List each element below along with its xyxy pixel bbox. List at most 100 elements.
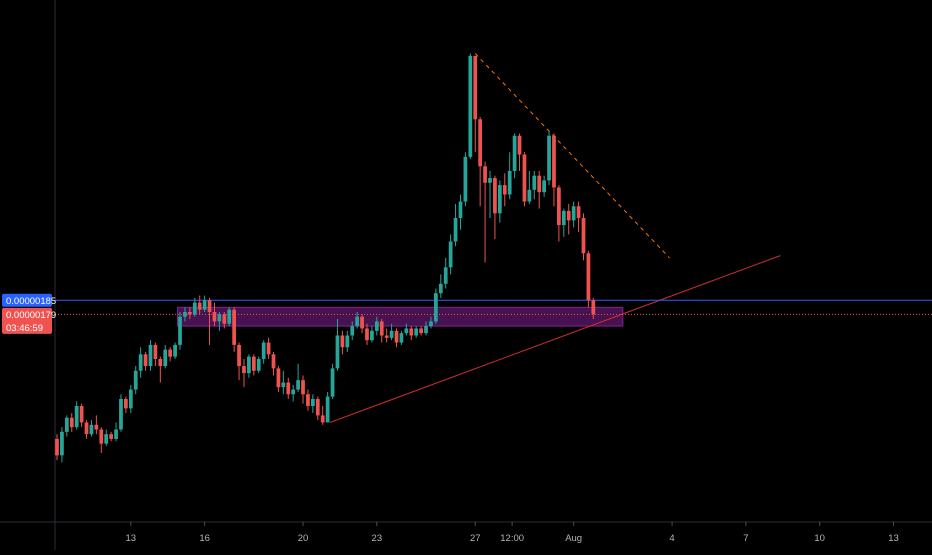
candle[interactable] [168, 347, 173, 362]
candle[interactable] [94, 415, 99, 435]
candle[interactable] [330, 363, 335, 399]
candle[interactable] [409, 326, 414, 341]
candle[interactable] [325, 391, 330, 423]
candle[interactable] [55, 434, 59, 461]
candle[interactable] [143, 351, 148, 371]
candle[interactable] [581, 213, 586, 261]
candle[interactable] [394, 328, 399, 348]
candle[interactable] [473, 55, 478, 153]
candle[interactable] [306, 389, 310, 411]
candle[interactable] [365, 323, 369, 345]
candle[interactable] [119, 394, 123, 432]
candle[interactable] [133, 366, 138, 395]
candle[interactable] [261, 340, 266, 364]
candle[interactable] [448, 234, 453, 275]
candle[interactable] [138, 347, 143, 378]
candle[interactable] [370, 326, 374, 343]
candle[interactable] [237, 342, 241, 381]
candle[interactable] [109, 431, 113, 442]
candle[interactable] [207, 297, 212, 345]
candle[interactable] [512, 133, 517, 179]
candle[interactable] [384, 328, 389, 343]
candle[interactable] [128, 384, 133, 414]
candle[interactable] [148, 340, 153, 371]
candle[interactable] [497, 180, 502, 223]
candle[interactable] [557, 185, 561, 242]
candle[interactable] [187, 307, 192, 320]
candle[interactable] [424, 321, 428, 336]
candle[interactable] [178, 312, 182, 350]
plot-area[interactable] [55, 53, 932, 463]
horizontal-level-tag[interactable]: 0.00000185 [2, 293, 56, 307]
candle[interactable] [286, 377, 291, 399]
candle[interactable] [64, 415, 69, 437]
candle[interactable] [276, 366, 281, 392]
candle[interactable] [124, 396, 128, 414]
support-zone[interactable] [177, 306, 624, 327]
candle[interactable] [217, 312, 222, 331]
last-price-tag[interactable]: 0.00000179 03:46:59 [2, 307, 56, 334]
candle[interactable] [335, 319, 340, 371]
candle[interactable] [192, 297, 197, 317]
candle[interactable] [315, 396, 320, 421]
candle[interactable] [271, 351, 276, 376]
candle[interactable] [458, 194, 463, 230]
candle[interactable] [532, 171, 537, 200]
candle[interactable] [502, 173, 507, 207]
candle[interactable] [183, 307, 187, 322]
candle[interactable] [522, 152, 527, 207]
candle[interactable] [296, 363, 300, 392]
candle[interactable] [197, 295, 202, 315]
candle[interactable] [163, 344, 168, 369]
candle[interactable] [576, 201, 581, 233]
candle[interactable] [84, 420, 89, 439]
candle[interactable] [310, 394, 315, 414]
candle[interactable] [89, 420, 94, 437]
candle[interactable] [291, 384, 296, 402]
candle[interactable] [493, 175, 497, 240]
ascending-trendline[interactable] [329, 255, 781, 423]
candle[interactable] [483, 161, 487, 263]
candle[interactable] [488, 171, 492, 218]
candle[interactable] [379, 319, 384, 343]
candle[interactable] [104, 429, 109, 446]
candle[interactable] [443, 257, 448, 289]
candle[interactable] [251, 354, 256, 376]
candle[interactable] [463, 152, 468, 207]
candle[interactable] [429, 316, 433, 329]
candle[interactable] [69, 413, 74, 432]
candle[interactable] [591, 297, 596, 320]
candle[interactable] [547, 131, 551, 186]
candle[interactable] [374, 316, 379, 336]
candle[interactable] [360, 314, 364, 334]
candle[interactable] [60, 427, 64, 463]
candle[interactable] [212, 302, 217, 327]
candle[interactable] [507, 152, 512, 200]
candle[interactable] [281, 370, 286, 395]
candle[interactable] [202, 295, 207, 312]
candle[interactable] [404, 323, 409, 336]
candle[interactable] [586, 250, 591, 308]
candle[interactable] [389, 323, 394, 341]
candle[interactable] [242, 359, 246, 388]
candle[interactable] [350, 321, 355, 341]
candle[interactable] [542, 175, 546, 197]
candle[interactable] [99, 427, 104, 453]
candle[interactable] [527, 171, 532, 204]
candle[interactable] [79, 403, 84, 428]
candle[interactable] [537, 171, 542, 209]
candle[interactable] [74, 401, 79, 430]
candle[interactable] [232, 307, 237, 352]
candle[interactable] [114, 422, 118, 442]
candle[interactable] [227, 307, 232, 327]
candle[interactable] [552, 133, 556, 207]
candle[interactable] [158, 356, 163, 383]
candle[interactable] [247, 354, 251, 378]
candle[interactable] [453, 203, 458, 247]
candle[interactable] [434, 288, 438, 324]
candle[interactable] [566, 203, 571, 235]
candle[interactable] [414, 326, 419, 338]
candle[interactable] [419, 326, 423, 336]
